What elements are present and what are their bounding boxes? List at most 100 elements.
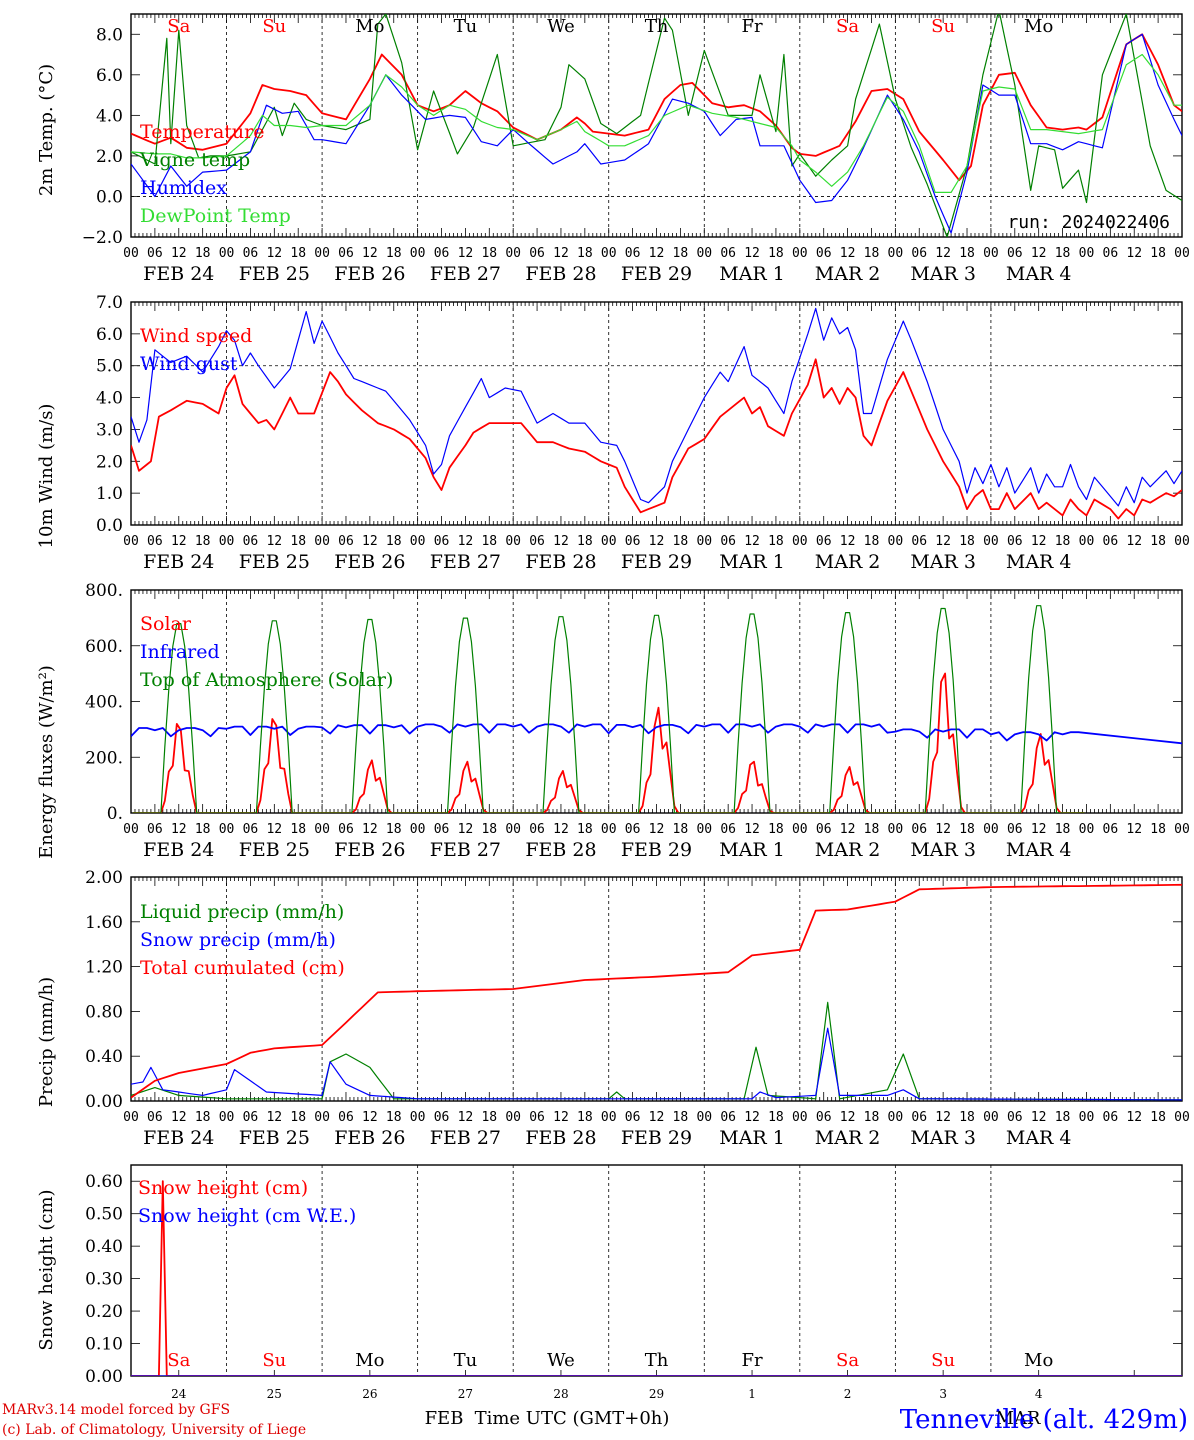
hour-tick-label: 06 bbox=[434, 1110, 450, 1125]
hour-tick-label: 06 bbox=[1007, 822, 1023, 837]
hour-tick-label: 18 bbox=[386, 822, 402, 837]
date-label: FEB 28 bbox=[525, 263, 596, 285]
hour-tick-label: 00 bbox=[314, 534, 330, 549]
date-label: MAR 1 bbox=[719, 263, 785, 285]
hour-tick-label: 12 bbox=[553, 534, 569, 549]
hour-tick-label: 06 bbox=[434, 822, 450, 837]
hour-tick-label: 12 bbox=[1031, 534, 1047, 549]
series-line-snow-precip-mm-h bbox=[131, 1027, 1182, 1101]
station-label: Tenneville (alt. 429m) bbox=[900, 1405, 1188, 1435]
series-line-temperature bbox=[131, 33, 1182, 182]
legend-entry: Snow height (cm W.E.) bbox=[138, 1205, 356, 1227]
y-axis-label: Precip (mm/h) bbox=[36, 977, 57, 1107]
y-tick-label: 200. bbox=[85, 748, 123, 768]
hour-tick-label: 00 bbox=[1174, 822, 1190, 837]
hour-tick-label: 06 bbox=[625, 1110, 641, 1125]
y-tick-label: 2.00 bbox=[85, 868, 123, 888]
hour-tick-label: 00 bbox=[314, 1110, 330, 1125]
series-lines bbox=[131, 14, 1182, 237]
hour-tick-label: 12 bbox=[840, 1110, 856, 1125]
date-label: MAR 4 bbox=[1006, 839, 1072, 861]
hour-tick-label: 06 bbox=[147, 246, 163, 261]
hour-tick-label: 00 bbox=[219, 246, 235, 261]
legend-entry: Wind gust bbox=[140, 353, 238, 375]
date-label: FEB 28 bbox=[525, 839, 596, 861]
hour-tick-label: 18 bbox=[1150, 246, 1166, 261]
panel-snow: 24 25 26 27 28 29 1 2 3 4 0.00 0.10 0.20 0.30 0.40 0.50… bbox=[36, 1164, 1183, 1401]
legend-entry: Wind speed bbox=[140, 325, 252, 347]
hour-tick-label: 06 bbox=[243, 246, 259, 261]
hour-tick-label: 00 bbox=[792, 1110, 808, 1125]
panel-wind: 00 06 12 18 00 06 12 18 00 06 12 18 00 06 12 18 00 06 12 18… bbox=[36, 293, 1190, 573]
month-label-feb: FEB bbox=[425, 1408, 464, 1429]
hour-tick-label: 18 bbox=[290, 246, 306, 261]
hour-tick-label: 12 bbox=[171, 246, 187, 261]
hour-tick-label: 06 bbox=[529, 534, 545, 549]
hour-tick-label: 12 bbox=[553, 822, 569, 837]
hour-tick-label: 06 bbox=[816, 534, 832, 549]
legend-entry: Humidex bbox=[140, 177, 227, 199]
hour-tick-label: 12 bbox=[553, 246, 569, 261]
legend-entry: Snow height (cm) bbox=[138, 1177, 308, 1199]
legend-entry: Infrared bbox=[140, 641, 220, 663]
weekday-label: Mo bbox=[355, 16, 384, 37]
hour-tick-label: 06 bbox=[147, 822, 163, 837]
date-label: MAR 1 bbox=[719, 551, 785, 573]
hour-tick-label: 06 bbox=[720, 822, 736, 837]
date-label: FEB 25 bbox=[239, 1127, 310, 1149]
hour-tick-label: 00 bbox=[696, 534, 712, 549]
hour-tick-label: 00 bbox=[983, 534, 999, 549]
hour-tick-label: 00 bbox=[888, 246, 904, 261]
date-label: FEB 26 bbox=[334, 263, 405, 285]
hour-tick-label: 06 bbox=[243, 822, 259, 837]
y-tick-label: 0.40 bbox=[85, 1047, 123, 1067]
hour-tick-label: 18 bbox=[290, 822, 306, 837]
series-line-infrared bbox=[131, 723, 1182, 745]
weekday-label: Sa bbox=[836, 1350, 859, 1371]
weekday-label: Sa bbox=[836, 16, 859, 37]
hour-tick-label: 18 bbox=[386, 1110, 402, 1125]
y-tick-label: 0.0 bbox=[96, 516, 123, 536]
date-label: FEB 24 bbox=[143, 1127, 214, 1149]
hour-tick-label: 18 bbox=[1150, 822, 1166, 837]
hour-tick-label: 12 bbox=[744, 1110, 760, 1125]
hour-tick-label: 12 bbox=[266, 1110, 282, 1125]
date-label: FEB 26 bbox=[334, 839, 405, 861]
date-label: FEB 29 bbox=[621, 551, 692, 573]
series-lines bbox=[131, 605, 1182, 813]
y-tick-label: 1.20 bbox=[85, 958, 123, 978]
hour-tick-label: 00 bbox=[505, 822, 521, 837]
hour-tick-label: 12 bbox=[1031, 1110, 1047, 1125]
date-label: MAR 2 bbox=[815, 839, 881, 861]
hour-tick-label: 00 bbox=[1174, 246, 1190, 261]
hour-tick-label: 18 bbox=[768, 822, 784, 837]
hour-tick-label: 06 bbox=[911, 822, 927, 837]
legend-entry: Vigne temp bbox=[139, 149, 250, 171]
hour-tick-label: 12 bbox=[649, 1110, 665, 1125]
hour-tick-label: 18 bbox=[290, 534, 306, 549]
series-line-wind-speed bbox=[131, 358, 1182, 520]
hour-tick-label: 06 bbox=[338, 246, 354, 261]
hour-tick-label: 12 bbox=[840, 534, 856, 549]
date-label: MAR 1 bbox=[719, 1127, 785, 1149]
hour-tick-label: 00 bbox=[1079, 822, 1095, 837]
hour-tick-label: 06 bbox=[625, 822, 641, 837]
y-tick-label: 0.00 bbox=[85, 1367, 123, 1387]
hour-tick-label: 12 bbox=[553, 1110, 569, 1125]
hour-tick-label: 18 bbox=[1055, 534, 1071, 549]
hour-tick-label: 06 bbox=[434, 246, 450, 261]
hour-tick-label: 00 bbox=[601, 534, 617, 549]
date-label: FEB 24 bbox=[143, 839, 214, 861]
hour-tick-label: 00 bbox=[792, 822, 808, 837]
hour-tick-label: 12 bbox=[649, 246, 665, 261]
hour-tick-label: 12 bbox=[1031, 246, 1047, 261]
hour-tick-label: 12 bbox=[266, 246, 282, 261]
hour-tick-label: 12 bbox=[935, 534, 951, 549]
day-number-label: 25 bbox=[267, 1387, 282, 1401]
day-number-label: 1 bbox=[748, 1387, 756, 1401]
hour-tick-label: 00 bbox=[1174, 534, 1190, 549]
hour-tick-label: 12 bbox=[744, 246, 760, 261]
series-lines bbox=[131, 307, 1182, 520]
hour-tick-label: 12 bbox=[458, 534, 474, 549]
hour-tick-label: 00 bbox=[1079, 534, 1095, 549]
